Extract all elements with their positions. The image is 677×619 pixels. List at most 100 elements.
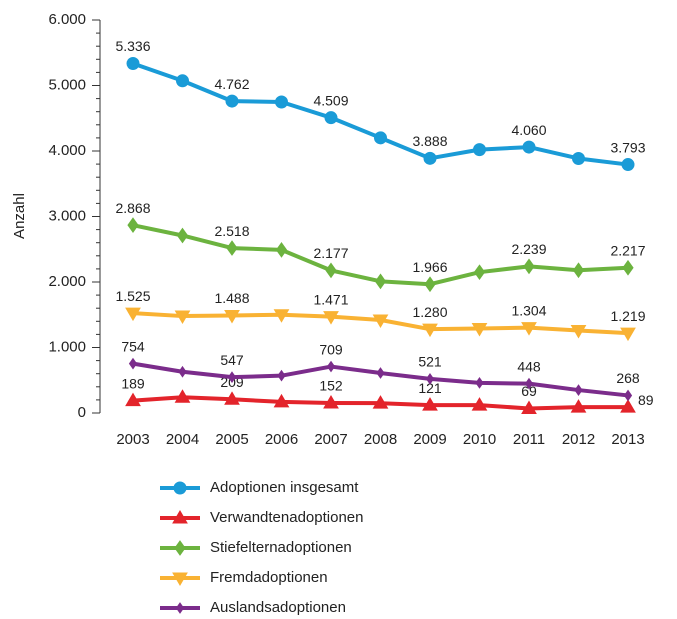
value-label: 2.518 (214, 223, 249, 239)
value-label: 69 (521, 383, 537, 399)
legend-label: Adoptionen insgesamt (210, 479, 359, 496)
data-point (224, 310, 240, 324)
data-point (521, 400, 537, 414)
data-point (323, 395, 339, 409)
x-tick-label: 2010 (463, 431, 496, 448)
data-point (224, 391, 240, 405)
value-label: 268 (616, 370, 640, 386)
data-point (372, 314, 389, 328)
value-label: 709 (319, 341, 343, 357)
data-point (178, 365, 187, 378)
data-point (572, 262, 585, 279)
data-point (326, 360, 336, 373)
data-point (128, 357, 138, 370)
data-point (620, 327, 636, 342)
y-tick-label: 1.000 (48, 338, 86, 355)
data-point (176, 74, 189, 88)
data-point (570, 399, 587, 413)
data-point (323, 311, 339, 325)
x-tick-label: 2013 (611, 431, 644, 448)
data-point (425, 373, 435, 385)
data-point (225, 94, 239, 108)
data-point (325, 262, 337, 279)
y-tick-label: 2.000 (48, 273, 86, 290)
data-point (473, 264, 486, 281)
data-point (275, 242, 288, 258)
value-label: 448 (517, 358, 541, 374)
data-point (572, 151, 585, 165)
data-point (277, 369, 286, 382)
data-point (475, 376, 484, 389)
data-point (623, 389, 633, 402)
value-label: 4.762 (214, 76, 249, 92)
value-label: 2.177 (313, 245, 348, 261)
x-tick-label: 2009 (413, 431, 446, 448)
x-tick-label: 2007 (314, 431, 347, 448)
data-point (125, 392, 141, 407)
data-point (376, 367, 385, 379)
value-label: 4.060 (511, 122, 546, 138)
y-tick-label: 5.000 (48, 76, 86, 93)
value-label: 2.217 (610, 242, 645, 258)
x-tick-label: 2006 (265, 431, 298, 448)
data-point (574, 384, 583, 396)
value-label: 189 (121, 375, 145, 391)
data-point (125, 307, 141, 322)
data-point (471, 397, 488, 411)
data-point (126, 56, 140, 70)
value-label: 89 (638, 392, 654, 408)
legend-marker (172, 572, 188, 586)
legend-marker (174, 540, 186, 556)
x-tick-label: 2005 (215, 431, 248, 448)
data-point (620, 399, 636, 413)
data-point (273, 309, 290, 323)
data-point (226, 240, 238, 256)
data-point (422, 323, 438, 338)
value-label: 1.966 (412, 259, 447, 275)
y-tick-label: 3.000 (48, 207, 86, 224)
data-point (176, 227, 189, 244)
y-tick-label: 0 (78, 404, 86, 421)
value-label: 1.280 (412, 304, 447, 320)
value-label: 1.525 (115, 288, 150, 304)
value-label: 152 (319, 378, 343, 394)
data-point (471, 323, 488, 337)
y-axis-label: Anzahl (11, 193, 28, 239)
value-label: 1.488 (214, 290, 249, 306)
data-point (374, 273, 387, 290)
data-point (372, 395, 389, 409)
series-line (132, 61, 629, 167)
value-label: 3.888 (412, 133, 447, 149)
value-label: 2.868 (115, 200, 150, 216)
data-point (127, 217, 139, 234)
legend-marker (172, 510, 188, 524)
value-label: 2.239 (511, 241, 546, 257)
legend-marker (175, 602, 185, 614)
value-label: 1.219 (610, 308, 645, 324)
value-label: 121 (418, 380, 442, 396)
value-label: 4.509 (313, 92, 348, 108)
value-label: 5.336 (115, 38, 150, 54)
data-point (275, 95, 288, 109)
legend-label: Stiefelternadoptionen (210, 539, 352, 556)
legend-marker (173, 481, 187, 495)
x-tick-label: 2003 (116, 431, 149, 448)
x-tick-label: 2004 (166, 431, 199, 448)
y-tick-label: 4.000 (48, 142, 86, 159)
legend-label: Fremdadoptionen (210, 569, 328, 586)
data-point (524, 377, 534, 390)
data-point (174, 389, 191, 403)
value-label: 547 (220, 352, 244, 368)
data-point (324, 111, 338, 125)
legend-label: Auslandsadoptionen (210, 599, 346, 616)
data-point (227, 371, 237, 384)
data-point (570, 324, 587, 339)
data-point (522, 140, 536, 154)
data-point (621, 158, 635, 172)
value-label: 1.471 (313, 291, 348, 307)
data-point (174, 310, 191, 325)
data-point (424, 276, 436, 293)
x-tick-label: 2012 (562, 431, 595, 448)
data-point (273, 393, 290, 408)
